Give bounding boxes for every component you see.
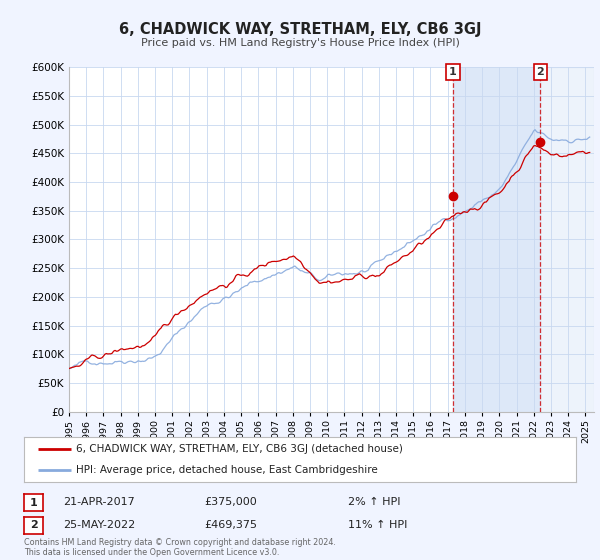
Text: 21-APR-2017: 21-APR-2017: [63, 497, 135, 507]
Text: Price paid vs. HM Land Registry's House Price Index (HPI): Price paid vs. HM Land Registry's House …: [140, 38, 460, 48]
Text: 25-MAY-2022: 25-MAY-2022: [63, 520, 135, 530]
Text: 6, CHADWICK WAY, STRETHAM, ELY, CB6 3GJ: 6, CHADWICK WAY, STRETHAM, ELY, CB6 3GJ: [119, 22, 481, 38]
Text: 2: 2: [30, 520, 37, 530]
Text: 2% ↑ HPI: 2% ↑ HPI: [348, 497, 401, 507]
Bar: [453, 67, 540, 412]
Text: £375,000: £375,000: [204, 497, 257, 507]
Text: Contains HM Land Registry data © Crown copyright and database right 2024.
This d: Contains HM Land Registry data © Crown c…: [24, 538, 336, 557]
Text: 2: 2: [536, 67, 544, 77]
Bar: [540, 67, 594, 412]
Text: 11% ↑ HPI: 11% ↑ HPI: [348, 520, 407, 530]
Text: 6, CHADWICK WAY, STRETHAM, ELY, CB6 3GJ (detached house): 6, CHADWICK WAY, STRETHAM, ELY, CB6 3GJ …: [76, 444, 403, 454]
Text: 1: 1: [30, 498, 37, 508]
Text: £469,375: £469,375: [204, 520, 257, 530]
Text: 1: 1: [449, 67, 457, 77]
Text: HPI: Average price, detached house, East Cambridgeshire: HPI: Average price, detached house, East…: [76, 464, 378, 474]
